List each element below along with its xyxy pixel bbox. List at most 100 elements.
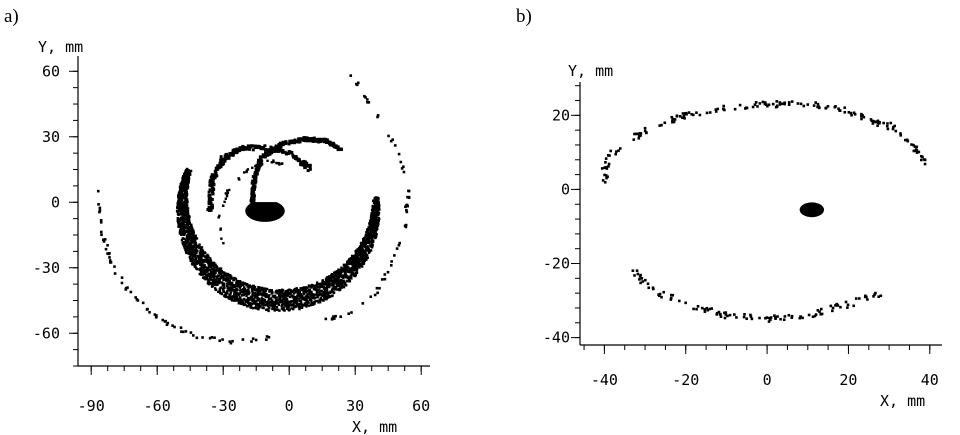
panel-b-arc-point — [764, 103, 768, 106]
panel-b-ylabel: Y, mm — [568, 62, 613, 80]
panel-a-spiral-point — [332, 315, 335, 318]
panel-a-inner-arc-point — [219, 165, 223, 169]
panel-a-crescent-point — [372, 201, 376, 204]
panel-a-crescent-point — [216, 268, 219, 271]
panel-a-spiral-point — [189, 331, 193, 334]
panel-a-crescent-point — [182, 182, 185, 186]
panel-a-inner-arc-point — [226, 189, 229, 192]
panel-a-spiral-point — [221, 338, 224, 341]
panel-a-crescent-point — [250, 306, 254, 309]
panel-a-crescent-point — [281, 301, 285, 305]
panel-a-crescent-point — [268, 300, 271, 304]
panel-a-crescent-point — [373, 208, 376, 212]
panel-a-crescent-point — [342, 275, 346, 278]
panel-a-crescent-point — [339, 286, 342, 289]
panel-a-crescent-point — [241, 283, 245, 287]
panel-a-crescent-point — [315, 281, 319, 284]
panel-a-crescent-point — [177, 195, 180, 199]
panel-a-crescent-point — [292, 292, 296, 295]
panel-a-crescent-point — [223, 286, 226, 290]
panel-a-crescent-point — [194, 236, 197, 239]
panel-a-crescent-point — [211, 278, 214, 282]
panel-a-crescent-point — [240, 298, 244, 302]
panel-a-crescent-point — [238, 301, 241, 305]
panel-a-crescent-point — [268, 297, 271, 301]
panel-a-crescent-point — [325, 289, 329, 292]
panel-a-crescent-point — [181, 206, 185, 210]
panel-a-inner-arc-point — [220, 161, 224, 165]
panel-a-inner-arc-point — [272, 159, 275, 162]
panel-a-inner-arc-point — [211, 181, 215, 185]
panel-a-inner-arc-point — [314, 139, 318, 143]
panel-a-crescent-point — [194, 247, 198, 250]
panel-a-inner-arc-point — [213, 169, 217, 173]
panel-a-crescent-point — [176, 220, 180, 223]
panel-a-crescent-point — [246, 304, 249, 308]
panel-a-inner-arc-point — [328, 141, 332, 145]
panel-a-y-tick-label: 0 — [51, 193, 60, 211]
panel-b-arc-point — [634, 132, 638, 136]
panel-a-crescent-point — [180, 181, 184, 184]
panel-a-crescent-point — [185, 217, 189, 221]
panel-a-crescent-point — [374, 235, 377, 239]
panel-a-spiral-point — [153, 313, 157, 316]
panel-a-crescent-point — [304, 290, 307, 294]
panel-a-crescent-point — [180, 196, 183, 199]
panel-a-crescent-point — [179, 212, 182, 215]
panel-b-arc-point — [617, 149, 620, 152]
panel-a-crescent-point — [332, 274, 336, 277]
panel-a-crescent-point — [372, 199, 375, 203]
panel-a-crescent-point — [206, 273, 209, 277]
panel-a-crescent-point — [191, 246, 194, 249]
panel-a-spiral-point — [180, 330, 183, 333]
panel-a-crescent-point — [374, 219, 378, 222]
panel-a-crescent-point — [219, 272, 223, 276]
panel-a-inner-arc-point — [219, 155, 223, 159]
panel-a-crescent-point — [311, 285, 314, 288]
panel-a-crescent-point — [182, 212, 186, 215]
panel-b-arc-point — [801, 316, 804, 320]
panel-a-crescent-point — [306, 294, 309, 297]
panel-b-arc-point — [877, 295, 881, 298]
panel-a-crescent-point — [233, 276, 236, 280]
panel-a-crescent-point — [290, 307, 293, 310]
panel-a-crescent-point — [182, 244, 185, 247]
panel-a-crescent-point — [350, 267, 353, 270]
panel-a-crescent-point — [211, 272, 214, 275]
panel-a-inner-arc-point — [282, 142, 286, 146]
panel-a-crescent-point — [321, 282, 324, 285]
panel-a-crescent-point — [318, 286, 322, 289]
panel-a-crescent-point — [332, 284, 335, 287]
panel-a-crescent-point — [236, 299, 239, 302]
panel-a-crescent-point — [203, 255, 207, 258]
panel-a-crescent-point — [220, 281, 224, 284]
panel-b-arc-point — [719, 312, 722, 316]
panel-b-arc-point — [705, 111, 709, 115]
panel-b-arc-point — [706, 308, 710, 312]
panel-a-crescent-point — [310, 286, 313, 289]
panel-a-inner-arc-point — [224, 197, 228, 200]
panel-b-arc-point — [796, 102, 800, 105]
panel-a-crescent-point — [375, 232, 378, 236]
panel-a-crescent-point — [189, 259, 192, 262]
panel-a-crescent-point — [378, 204, 381, 207]
panel-a-inner-arc-point — [212, 182, 216, 186]
panel-b-arc-point — [775, 100, 779, 103]
panel-a-spiral-point — [102, 238, 105, 242]
panel-a-inner-arc-point — [242, 147, 246, 151]
panel-a-crescent-point — [188, 246, 191, 249]
panel-b-arc-point — [917, 150, 921, 154]
panel-a-spiral-point — [350, 311, 353, 314]
panel-a-inner-arc-point — [210, 203, 214, 207]
panel-a-crescent-point — [194, 241, 197, 245]
panel-a-crescent-point — [310, 283, 314, 287]
panel-a-spiral-point — [383, 277, 387, 281]
panel-a-crescent-point — [232, 295, 235, 298]
panel-a-crescent-point — [295, 302, 299, 305]
panel-a-crescent-point — [371, 214, 375, 218]
panel-a-spiral-point — [389, 139, 393, 143]
panel-a-crescent-point — [252, 297, 255, 300]
panel-a-crescent-point — [242, 289, 246, 292]
panel-a-crescent-point — [361, 244, 364, 247]
panel-a-crescent-point — [184, 193, 188, 197]
